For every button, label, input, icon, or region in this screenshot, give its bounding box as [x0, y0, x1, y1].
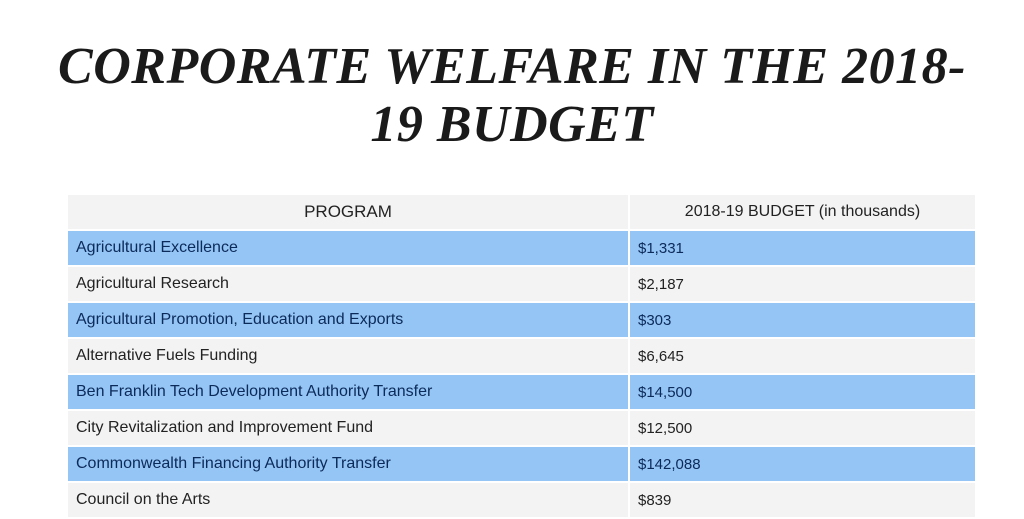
program-cell: Agricultural Excellence [66, 230, 630, 267]
table-row: Agricultural Promotion, Education and Ex… [66, 302, 977, 339]
budget-cell: $2,187 [628, 266, 977, 303]
budget-cell: $142,088 [628, 446, 977, 483]
table-row: Alternative Fuels Funding $6,645 [66, 338, 977, 375]
budget-cell: $14,500 [628, 374, 977, 411]
table-row: Agricultural Excellence $1,331 [66, 230, 977, 267]
budget-cell: $303 [628, 302, 977, 339]
table-row: Agricultural Research $2,187 [66, 266, 977, 303]
page-title: CORPORATE WELFARE IN THE 2018-19 BUDGET [58, 38, 966, 153]
program-cell: Commonwealth Financing Authority Transfe… [66, 446, 630, 483]
program-cell: Council on the Arts [66, 482, 630, 519]
budget-cell: $6,645 [628, 338, 977, 375]
program-cell: Agricultural Promotion, Education and Ex… [66, 302, 630, 339]
table-header-row: PROGRAM 2018-19 BUDGET (in thousands) [66, 195, 977, 231]
table-row: Commonwealth Financing Authority Transfe… [66, 446, 977, 483]
budget-table: PROGRAM 2018-19 BUDGET (in thousands) Ag… [66, 195, 977, 519]
table-row: Ben Franklin Tech Development Authority … [66, 374, 977, 411]
column-header-program: PROGRAM [66, 195, 630, 231]
budget-cell: $12,500 [628, 410, 977, 447]
budget-cell: $839 [628, 482, 977, 519]
program-cell: City Revitalization and Improvement Fund [66, 410, 630, 447]
column-header-budget: 2018-19 BUDGET (in thousands) [628, 195, 977, 231]
program-cell: Agricultural Research [66, 266, 630, 303]
program-cell: Alternative Fuels Funding [66, 338, 630, 375]
table-row: Council on the Arts $839 [66, 482, 977, 519]
program-cell: Ben Franklin Tech Development Authority … [66, 374, 630, 411]
table-row: City Revitalization and Improvement Fund… [66, 410, 977, 447]
budget-cell: $1,331 [628, 230, 977, 267]
